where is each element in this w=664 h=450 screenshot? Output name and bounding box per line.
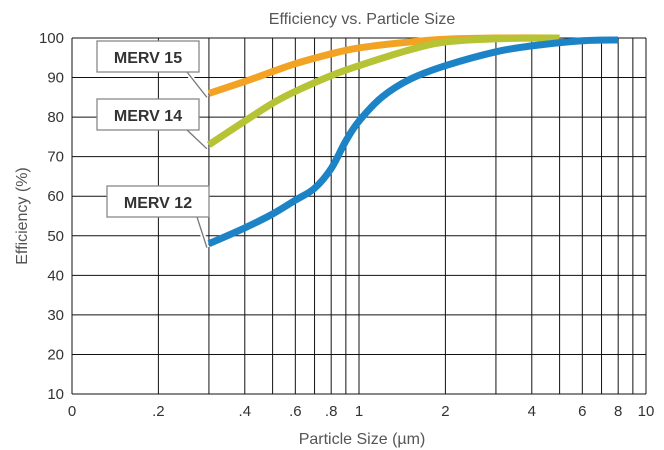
y-tick-label: 10 xyxy=(47,386,64,403)
x-tick-label: 0 xyxy=(68,403,76,420)
x-axis-label: Particle Size (µm) xyxy=(299,431,426,448)
y-tick-label: 40 xyxy=(47,267,64,284)
callout-leader xyxy=(186,71,208,98)
y-tick-label: 80 xyxy=(47,109,64,126)
callout-merv-15: MERV 15 xyxy=(96,40,209,99)
y-tick-label: 50 xyxy=(47,228,64,245)
x-tick-label: .4 xyxy=(239,403,252,420)
chart-title: Efficiency vs. Particle Size xyxy=(269,11,456,28)
y-tick-label: 30 xyxy=(47,307,64,324)
series-lines xyxy=(206,34,619,247)
callout-label: MERV 15 xyxy=(114,50,182,67)
x-tick-label: 10 xyxy=(638,403,655,420)
y-tick-label: 100 xyxy=(39,30,64,47)
x-tick-labels: 0 .2 .4 .6 .8 1 2 4 6 8 10 xyxy=(68,403,655,420)
x-tick-label: 6 xyxy=(578,403,586,420)
y-tick-label: 20 xyxy=(47,346,64,363)
callout-box xyxy=(96,40,200,73)
callout-leader xyxy=(196,216,208,248)
series-line-merv-14 xyxy=(206,34,560,148)
y-tick-label: 90 xyxy=(47,70,64,87)
x-tick-label: .2 xyxy=(152,403,165,420)
callout-merv-12: MERV 12 xyxy=(106,185,210,249)
x-tick-label: .8 xyxy=(325,403,338,420)
callout-leader xyxy=(186,129,208,150)
series-line-merv-12 xyxy=(207,36,619,247)
callout-box xyxy=(106,185,210,218)
y-tick-label: 70 xyxy=(47,149,64,166)
x-tick-label: 8 xyxy=(614,403,622,420)
callouts: MERV 15 MERV 14 MERV 12 xyxy=(96,40,210,249)
x-tick-label: 1 xyxy=(355,403,363,420)
x-tick-label: .6 xyxy=(289,403,302,420)
x-tick-label: 4 xyxy=(528,403,536,420)
callout-merv-14: MERV 14 xyxy=(96,98,209,151)
y-axis-label: Efficiency (%) xyxy=(14,167,31,265)
y-tick-label: 60 xyxy=(47,188,64,205)
callout-label: MERV 12 xyxy=(124,195,192,212)
callout-label: MERV 14 xyxy=(114,108,182,125)
x-tick-label: 2 xyxy=(441,403,449,420)
y-tick-labels: 10 20 30 40 50 60 70 80 90 100 xyxy=(39,30,64,403)
callout-box xyxy=(96,98,200,131)
